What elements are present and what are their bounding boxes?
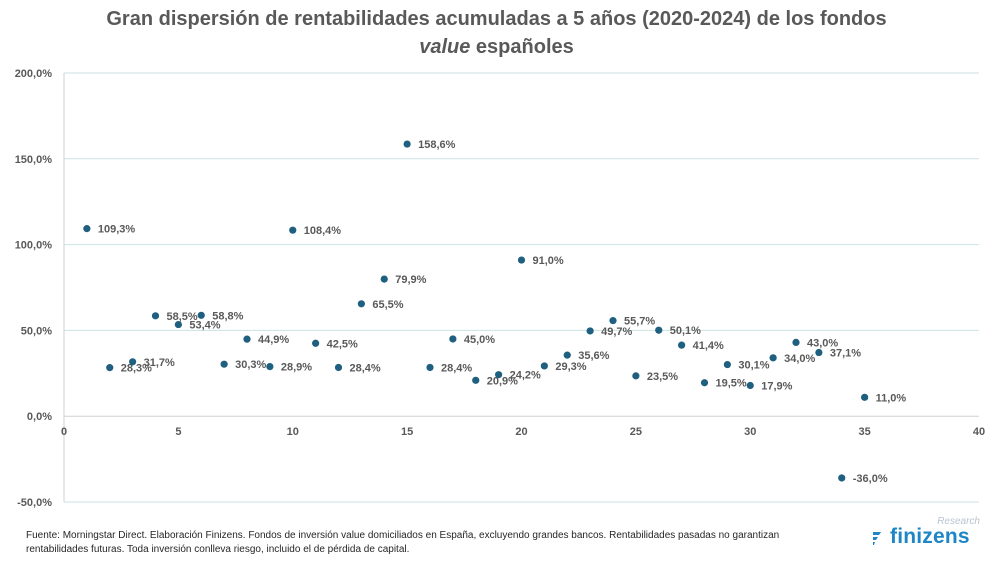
data-label: 37,1% bbox=[830, 348, 861, 360]
data-point bbox=[380, 275, 388, 283]
data-point bbox=[426, 363, 434, 372]
data-point bbox=[449, 335, 457, 343]
brand-name: finizens bbox=[890, 525, 970, 548]
data-point bbox=[83, 225, 91, 233]
data-point bbox=[632, 372, 640, 380]
data-point bbox=[266, 363, 274, 371]
data-label: 43,0% bbox=[807, 337, 838, 349]
x-tick-label: 5 bbox=[175, 426, 181, 438]
data-label: 109,3% bbox=[98, 224, 136, 236]
brand-subtitle: Research bbox=[937, 516, 980, 527]
data-label: 58,8% bbox=[212, 310, 243, 322]
data-label: -36,0% bbox=[853, 473, 888, 485]
data-point bbox=[174, 320, 182, 329]
data-label: 31,7% bbox=[144, 357, 175, 369]
x-tick-label: 0 bbox=[61, 426, 67, 438]
data-point bbox=[723, 360, 731, 369]
data-point bbox=[129, 358, 137, 366]
y-tick-label: -50,0% bbox=[17, 497, 52, 509]
data-label: 11,0% bbox=[876, 392, 907, 404]
scatter-chart: -50,0% 0,0% 50,0% 100,0% 150,0% 200,0% 0 5 10 15 2… bbox=[15, 68, 985, 509]
y-tick-label: 150,0% bbox=[15, 154, 53, 166]
footnote: Fuente: Morningstar Direct. Elaboración … bbox=[26, 530, 780, 555]
data-label: 45,0% bbox=[464, 334, 495, 346]
data-label: 53,4% bbox=[189, 320, 220, 332]
data-point bbox=[838, 474, 846, 482]
data-point bbox=[678, 341, 686, 349]
x-tick-label: 10 bbox=[287, 426, 299, 438]
data-label: 91,0% bbox=[533, 255, 564, 267]
data-label: 41,4% bbox=[693, 340, 724, 352]
data-point bbox=[106, 364, 114, 372]
data-point bbox=[563, 351, 571, 359]
data-point bbox=[861, 393, 869, 401]
data-label: 28,4% bbox=[350, 362, 381, 374]
data-point bbox=[769, 354, 777, 362]
data-label: 65,5% bbox=[372, 299, 403, 311]
chart-title-line1: Gran dispersión de rentabilidades acumul… bbox=[106, 8, 887, 30]
data-label: 29,3% bbox=[555, 361, 586, 373]
x-tick-label: 35 bbox=[859, 426, 871, 438]
data-point bbox=[655, 326, 663, 334]
data-label: 55,7% bbox=[624, 316, 655, 328]
data-point bbox=[746, 381, 754, 390]
data-point bbox=[586, 327, 594, 335]
y-tick-label: 50,0% bbox=[21, 325, 52, 337]
chart-title-rest: españoles bbox=[470, 36, 574, 58]
data-label: 58,5% bbox=[167, 311, 198, 323]
x-tick-label: 20 bbox=[515, 426, 527, 438]
x-tick-label: 40 bbox=[973, 426, 985, 438]
data-point bbox=[495, 371, 503, 379]
data-label: 49,7% bbox=[601, 326, 632, 338]
data-point bbox=[815, 348, 823, 357]
data-point bbox=[151, 312, 160, 320]
chart-title-italic: value bbox=[419, 36, 471, 58]
data-label: 44,9% bbox=[258, 334, 289, 346]
x-tick-label: 30 bbox=[744, 426, 756, 438]
brand-logo: Research finizens bbox=[870, 516, 980, 550]
data-label: 17,9% bbox=[761, 380, 792, 392]
y-tick-label: 200,0% bbox=[15, 68, 53, 80]
data-point bbox=[220, 360, 228, 368]
data-point bbox=[334, 363, 343, 372]
data-label: 28,9% bbox=[281, 362, 312, 374]
data-label: 30,3% bbox=[235, 359, 266, 371]
x-tick-label: 25 bbox=[630, 426, 642, 438]
data-point bbox=[792, 338, 800, 347]
data-label: 23,5% bbox=[647, 371, 678, 383]
y-tick-label: 100,0% bbox=[15, 240, 53, 252]
data-point bbox=[243, 335, 251, 343]
data-label: 108,4% bbox=[304, 225, 342, 237]
data-label: 19,5% bbox=[716, 378, 747, 390]
data-label: 28,3% bbox=[121, 363, 152, 375]
data-label: 79,9% bbox=[395, 274, 426, 286]
data-label: 42,5% bbox=[327, 338, 358, 350]
data-point bbox=[403, 140, 411, 148]
data-label: 20,9% bbox=[487, 375, 518, 387]
data-point bbox=[700, 379, 709, 387]
data-point bbox=[312, 339, 320, 347]
data-label: 24,2% bbox=[510, 370, 541, 382]
data-point bbox=[472, 376, 480, 384]
x-tick-label: 15 bbox=[401, 426, 413, 438]
data-point bbox=[517, 256, 526, 264]
data-point bbox=[289, 226, 297, 234]
data-label: 30,1% bbox=[738, 360, 769, 372]
y-tick-label: 0,0% bbox=[27, 411, 52, 423]
finizens-logo-icon bbox=[873, 532, 881, 545]
data-point bbox=[357, 300, 365, 308]
data-point bbox=[609, 317, 617, 325]
data-label: 28,4% bbox=[441, 362, 472, 374]
data-point bbox=[197, 311, 205, 319]
data-point bbox=[540, 362, 548, 370]
data-label: 50,1% bbox=[670, 325, 701, 337]
data-label: 34,0% bbox=[784, 353, 815, 365]
data-label: 35,6% bbox=[578, 350, 609, 362]
chart-title-line2: value españoles bbox=[50, 34, 943, 60]
data-label: 158,6% bbox=[418, 139, 456, 151]
